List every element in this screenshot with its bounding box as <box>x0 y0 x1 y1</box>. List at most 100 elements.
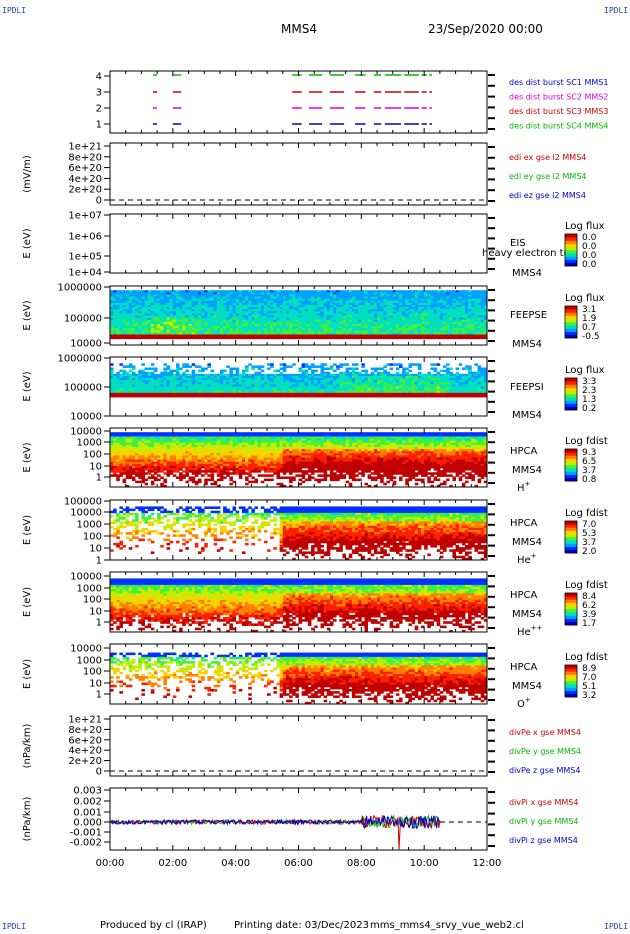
spectrogram-cell <box>395 328 400 331</box>
spectrogram-cell <box>110 336 114 340</box>
spectrogram-cell <box>131 313 136 316</box>
spectrogram-cell <box>323 380 328 383</box>
spectrogram-cell <box>298 392 303 396</box>
spectrogram-cell <box>122 298 127 302</box>
spectrogram-cell <box>446 317 450 321</box>
spectrogram-cell <box>336 302 340 306</box>
spectrogram-cell <box>113 294 117 297</box>
spectrogram-cell <box>333 294 337 297</box>
spectrogram-cell <box>314 382 318 385</box>
spectrogram-cell <box>138 390 142 394</box>
spectrogram-cell <box>395 323 400 327</box>
spectrogram-cell <box>323 392 328 396</box>
spectrogram-cell <box>449 292 453 295</box>
spectrogram-cell <box>452 373 456 377</box>
spectrogram-cell <box>414 388 419 392</box>
spectrogram-cell <box>380 382 384 385</box>
spectrogram-cell <box>326 375 331 379</box>
spectrogram-cell <box>110 328 114 331</box>
spectrogram-cell <box>339 317 343 321</box>
spectrogram-cell <box>289 330 293 333</box>
spectrogram-cell <box>474 323 478 327</box>
spectrogram-cell <box>389 319 394 323</box>
spectrogram-cell <box>351 336 356 340</box>
spectrogram-cell <box>169 332 174 335</box>
spectrogram-cell <box>446 392 450 396</box>
spectrogram-cell <box>298 373 303 377</box>
spectrogram-cell <box>160 375 164 379</box>
spectrogram-cell <box>474 378 478 381</box>
spectrogram-cell <box>380 330 384 333</box>
spectrogram-cell <box>430 302 434 306</box>
spectrogram-cell <box>235 300 240 304</box>
spectrogram-cell <box>213 388 218 392</box>
spectrogram-cell <box>383 332 387 335</box>
spectrogram-cell <box>323 294 328 297</box>
spectrogram-cell <box>355 386 359 390</box>
spectrogram-cell <box>417 315 422 319</box>
spectrogram-cell <box>207 330 211 333</box>
spectrogram-cell <box>273 300 277 304</box>
spectrogram-cell <box>304 332 309 335</box>
spectrogram-cell <box>314 319 318 323</box>
spectrogram-cell <box>150 307 155 310</box>
spectrogram-cell <box>110 371 114 375</box>
spectrogram-cell <box>421 392 425 396</box>
spectrogram-cell <box>282 330 287 333</box>
spectrogram-cell <box>377 382 381 385</box>
spectrogram-cell <box>317 317 321 321</box>
spectrogram-cell <box>421 292 425 295</box>
spectrogram-cell <box>110 384 114 387</box>
spectrogram-cell <box>449 390 453 394</box>
spectrogram-cell <box>427 307 431 310</box>
spectrogram-cell <box>399 309 403 312</box>
spectrogram-cell <box>172 369 177 373</box>
colorbar-tick: 1.9 <box>582 314 597 324</box>
spectrogram-cell <box>169 334 174 337</box>
spectrogram-cell <box>223 373 227 377</box>
spectrogram-cell <box>458 313 463 316</box>
spectrogram-cell <box>179 315 183 319</box>
spectrogram-cell <box>241 317 246 321</box>
spectrogram-cell <box>210 307 215 310</box>
spectrogram-cell <box>424 378 428 381</box>
colorbar-swatch <box>565 250 577 254</box>
spectrogram-cell <box>455 388 460 392</box>
spectrogram-cell <box>339 380 343 383</box>
spectrogram-cell <box>125 375 130 379</box>
instrument-label: FEEPSI <box>510 382 544 393</box>
spectrogram-cell <box>342 384 347 387</box>
spectrogram-cell <box>364 300 369 304</box>
spectrogram-cell <box>179 321 183 325</box>
spectrogram-cell <box>348 371 353 375</box>
spectrogram-cell <box>141 298 145 302</box>
spectrogram-cell <box>276 311 281 314</box>
spectrogram-cell <box>336 323 340 327</box>
spectrogram-cell <box>235 323 240 327</box>
spectrogram-cell <box>336 292 340 295</box>
spectrogram-cell <box>421 386 425 390</box>
spectrogram-cell <box>141 304 145 308</box>
spectrogram-cell <box>163 382 167 385</box>
spectrogram-cell <box>477 332 482 335</box>
spectrogram-cell <box>392 336 397 340</box>
spectrogram-cell <box>113 313 117 316</box>
spectrogram-cell <box>364 304 369 308</box>
spectrogram-cell <box>119 315 123 319</box>
spectrogram-cell <box>128 296 133 300</box>
spectrogram-cell <box>408 332 412 335</box>
spectrogram-cell <box>468 323 472 327</box>
spectrogram-cell <box>119 326 123 329</box>
spectrogram-cell <box>427 384 431 387</box>
spectrogram-cell <box>367 296 372 300</box>
spectrogram-cell <box>248 378 252 381</box>
spectrogram-cell <box>424 298 428 302</box>
spectrogram-cell <box>263 380 268 383</box>
spectrogram-cell <box>399 321 403 325</box>
spectrogram-cell <box>226 336 230 340</box>
spectrogram-cell <box>405 382 409 385</box>
spectrogram-cell <box>270 313 274 316</box>
spectrogram-cell <box>125 378 130 381</box>
spectrogram-cell <box>267 380 271 383</box>
spectrogram-cell <box>430 336 434 340</box>
